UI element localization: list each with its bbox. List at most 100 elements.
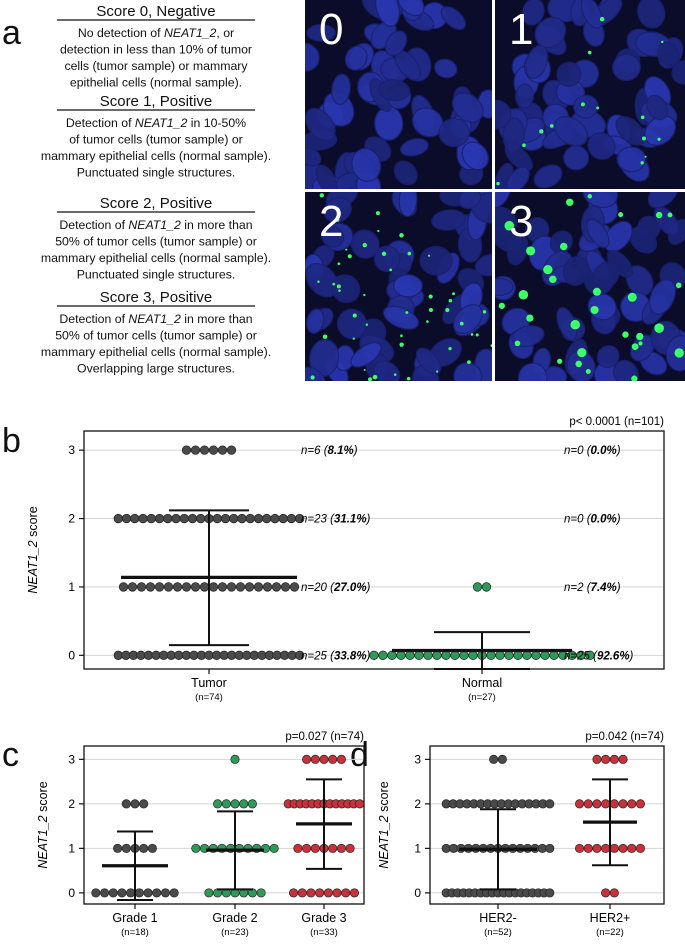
cell-nucleus	[566, 350, 596, 381]
cell-nucleus	[398, 192, 418, 218]
group-her2-: HER2- (n=52)	[441, 754, 555, 938]
data-point	[574, 843, 585, 853]
count-annotation: n=2 (7.4%)	[564, 582, 621, 594]
neat1-signal-dot	[575, 360, 582, 368]
cell-nucleus	[562, 255, 590, 286]
cell-nucleus	[452, 304, 483, 335]
cell-nucleus	[305, 107, 336, 142]
neat1-signal-dot	[577, 347, 587, 358]
x-tick-label: Grade 3	[301, 911, 346, 925]
neat1-signal-dot	[319, 193, 324, 198]
y-tick-label: 1	[414, 841, 421, 855]
cell-nucleus	[351, 147, 382, 182]
panel-letter-b: b	[2, 422, 21, 460]
score-description-line: Punctuated single structures.	[77, 166, 236, 180]
neat1-signal-dot	[496, 181, 500, 186]
neat1-signal-dot	[631, 375, 638, 381]
data-point	[230, 799, 240, 809]
data-point	[545, 843, 555, 853]
data-point	[540, 650, 550, 660]
data-point	[127, 582, 138, 592]
neat1-signal-dot	[559, 242, 568, 251]
cell-nucleus	[461, 141, 489, 171]
data-point	[117, 888, 127, 898]
score-description-line: Detection of NEAT1_2 in more than	[59, 218, 252, 232]
group-n-label: (n=18)	[121, 927, 149, 938]
data-point	[310, 754, 320, 764]
group-grade-3: Grade 3 (n=33)	[283, 754, 365, 938]
data-point	[432, 650, 442, 660]
micrograph-label-2: 2	[319, 197, 343, 246]
neat1-signal-dot	[539, 129, 544, 134]
data-point	[253, 582, 264, 592]
neat1-signal-dot	[618, 212, 624, 218]
cell-nucleus	[392, 274, 424, 298]
data-point	[549, 650, 559, 660]
chart-panel-c: 0 1 2 3 NEAT1_2 score p=0.027 (n=74) Grade 1 (n…	[36, 731, 365, 938]
neat1-signal-dot	[557, 358, 563, 364]
micrograph-score-3: 3	[495, 192, 685, 381]
data-point	[504, 650, 514, 660]
count-annotation: n=6 (8.1%)	[301, 445, 358, 457]
cell-nucleus	[306, 23, 336, 42]
cell-nucleus	[580, 0, 603, 29]
data-point	[138, 513, 148, 524]
data-point	[293, 843, 303, 853]
neat1-signal-dot	[428, 308, 434, 313]
cell-nucleus	[305, 147, 322, 167]
data-point	[609, 754, 619, 764]
neat1-signal-dot	[644, 155, 647, 158]
micrograph-score-1: 1	[495, 0, 685, 189]
data-point	[217, 582, 228, 592]
data-point	[208, 582, 219, 592]
score-title-3: Score 3, Positive	[100, 289, 213, 306]
x-tick-label: HER2-	[479, 911, 517, 925]
data-point	[601, 754, 611, 764]
neat1-signal-dot	[389, 268, 393, 272]
neat1-signal-dot	[638, 341, 643, 346]
data-point	[163, 513, 173, 524]
neat1-signal-dot	[381, 251, 387, 256]
score-description-line: detection in less than 10% of tumor	[60, 43, 252, 57]
score-description-line: epithelial cells (normal sample).	[70, 76, 242, 90]
data-point	[618, 754, 628, 764]
data-point	[396, 650, 406, 660]
neat1-signal-dot	[375, 211, 380, 216]
y-tick-label: 1	[68, 841, 75, 855]
y-tick-label: 1	[68, 580, 75, 594]
score-description-line: mammary epithelial cells (normal sample)…	[41, 149, 271, 163]
data-point	[336, 754, 346, 764]
neat1-signal-dot	[654, 323, 664, 333]
neat1-signal-dot	[400, 334, 403, 338]
y-tick-label: 2	[68, 512, 75, 526]
data-point	[378, 650, 388, 660]
data-point	[262, 513, 272, 524]
data-point	[574, 799, 585, 809]
y-tick-label: 0	[414, 886, 421, 900]
data-point	[472, 582, 483, 592]
data-point	[226, 445, 237, 455]
cell-nucleus	[396, 0, 425, 17]
data-point	[187, 513, 198, 524]
score-description-line: No detection of NEAT1_2, or	[78, 26, 234, 40]
group-her2-: HER2+ (n=22)	[574, 754, 645, 938]
cell-nucleus	[415, 347, 442, 375]
data-point	[328, 754, 338, 764]
neat1-signal-dot	[599, 16, 605, 22]
neat1-signal-dot	[399, 342, 404, 347]
data-point	[450, 650, 460, 660]
y-tick-label: 2	[414, 797, 421, 811]
group-normal: Normal (n=27) n=0 (0.0%) n=0 (0.0%) n=2 (7.4…	[369, 445, 634, 703]
data-point	[441, 650, 451, 660]
x-tick-label: Tumor	[191, 676, 227, 690]
data-point	[288, 888, 299, 898]
data-point	[531, 650, 541, 660]
y-tick-label: 3	[68, 443, 75, 457]
micrograph-label-0: 0	[319, 5, 343, 54]
data-point	[212, 513, 222, 524]
data-point	[229, 513, 239, 524]
cell-nucleus	[375, 0, 400, 27]
group-n-label: (n=74)	[195, 692, 223, 703]
y-tick-label: 0	[68, 648, 75, 662]
cell-nucleus	[563, 145, 590, 171]
